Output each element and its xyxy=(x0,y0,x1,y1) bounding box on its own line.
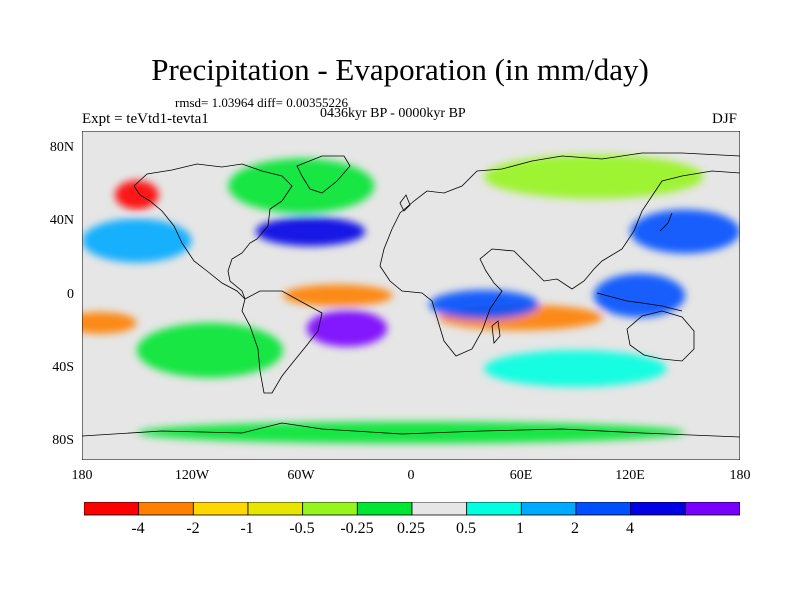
colorbar-swatch xyxy=(520,502,577,516)
coastline-australia xyxy=(626,310,695,362)
colorbar-swatch xyxy=(575,502,632,516)
field-blob xyxy=(136,421,686,444)
field-blob xyxy=(429,290,539,320)
field-blob xyxy=(82,311,137,334)
pe-map xyxy=(82,131,740,460)
coastline-indonesia xyxy=(596,292,683,312)
lat-label: 40S xyxy=(52,360,74,375)
time-period: 0436kyr BP - 0000kyr BP xyxy=(320,106,466,121)
colorbar-label: 1 xyxy=(516,520,524,537)
colorbar-swatch xyxy=(138,502,194,516)
coastlines xyxy=(82,152,740,438)
coastline-greenland xyxy=(296,155,351,194)
lon-label: 180 xyxy=(729,468,751,483)
field-blob xyxy=(228,158,375,214)
colorbar-label: 0.25 xyxy=(397,520,425,537)
colorbar-swatch xyxy=(411,502,468,516)
colorbar-label: 0.5 xyxy=(456,520,476,537)
colorbar-label: -0.25 xyxy=(340,520,374,537)
field-blob xyxy=(255,216,366,247)
coastline-british-isles xyxy=(399,194,411,212)
rmsd-stats: rmsd= 1.03964 diff= 0.00355226 xyxy=(175,95,348,110)
colorbar-swatch xyxy=(356,502,413,516)
colorbar-swatch xyxy=(192,502,249,516)
colorbar-label: 2 xyxy=(571,520,579,537)
field-blob xyxy=(114,180,159,210)
colorbar-label: -2 xyxy=(186,520,200,537)
colorbar-swatch xyxy=(84,502,140,516)
coastline-antarctica xyxy=(82,422,740,438)
colorbar xyxy=(84,502,740,516)
lat-label: 80N xyxy=(49,140,74,155)
lon-label: 120W xyxy=(174,468,210,483)
coastline-madagascar xyxy=(491,320,501,344)
field-blob xyxy=(306,310,388,347)
lon-label: 180 xyxy=(71,468,93,483)
field-blob xyxy=(136,322,284,378)
coastline-eurasia-africa xyxy=(379,152,740,357)
lon-label: 60E xyxy=(509,468,533,483)
colorbar-label: -0.5 xyxy=(289,520,315,537)
field-blob xyxy=(630,209,740,254)
lon-label: 60W xyxy=(287,468,315,483)
lat-label: 40N xyxy=(49,213,74,228)
colorbar-swatch xyxy=(302,502,358,516)
colorbar-swatch xyxy=(630,502,686,516)
coastline-japan xyxy=(659,212,673,232)
coastline-north-america xyxy=(133,163,293,300)
colorbar-label: 4 xyxy=(626,520,634,537)
season-label: DJF xyxy=(712,111,738,127)
lat-label: 0 xyxy=(67,287,74,302)
colorbar-label: -4 xyxy=(131,520,145,537)
lon-label: 120E xyxy=(615,468,645,483)
field-blob xyxy=(484,350,667,387)
experiment-label: Expt = teVtd1-tevta1 xyxy=(82,111,209,127)
field-blob xyxy=(82,218,192,263)
lat-label: 80S xyxy=(52,433,74,448)
lon-label: 0 xyxy=(407,468,415,483)
coastline-south-america xyxy=(241,290,323,394)
colorbar-label: -1 xyxy=(240,520,254,537)
colorbar-swatch xyxy=(684,502,740,516)
field-blob xyxy=(283,284,393,307)
chart-title: Precipitation - Evaporation (in mm/day) xyxy=(151,52,649,87)
colorbar-swatch xyxy=(247,502,304,516)
field-blob xyxy=(484,154,704,199)
colorbar-swatch xyxy=(466,502,522,516)
